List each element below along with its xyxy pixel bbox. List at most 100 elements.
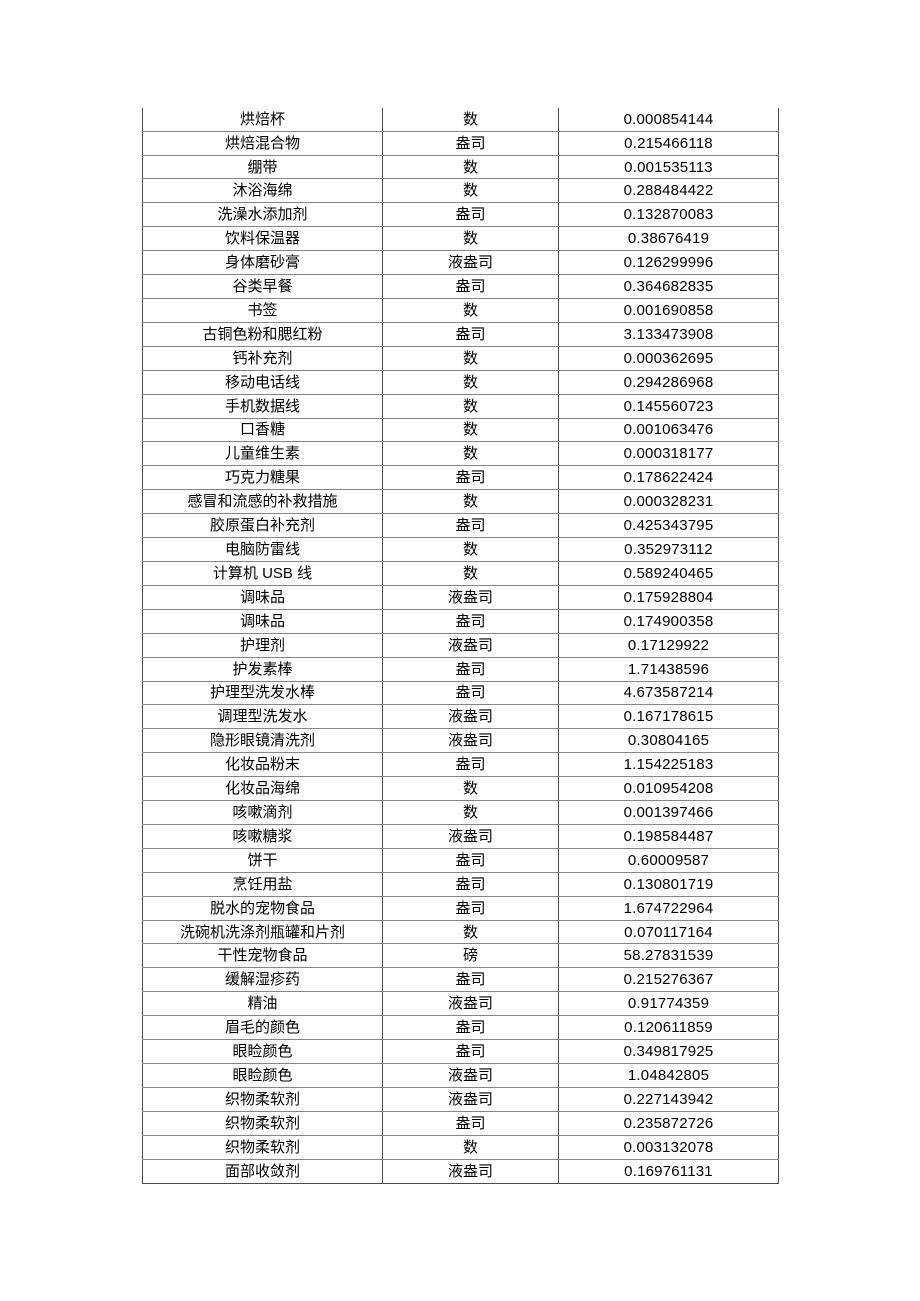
table-row: 身体磨砂膏 液盎司 0.126299996 [142,250,779,276]
table-row: 眼睑颜色 液盎司 1.04842805 [142,1063,779,1088]
unit-cell: 液盎司 [382,823,559,849]
value-cell: 0.001397466 [558,800,779,825]
value-cell: 0.000362695 [558,345,779,371]
product-name-cell: 古铜色粉和腮红粉 [142,321,383,347]
value-cell: 0.145560723 [558,393,779,419]
value-cell: 0.215466118 [558,130,779,156]
value-cell: 0.175928804 [558,584,779,610]
value-cell: 3.133473908 [558,321,779,347]
product-name-cell: 调理型洗发水 [142,704,383,730]
value-cell: 0.126299996 [558,250,779,276]
unit-cell: 液盎司 [382,704,559,730]
table-row: 洗碗机洗涤剂瓶罐和片剂 数 0.070117164 [142,919,779,945]
product-name-cell: 咳嗽滴剂 [142,800,383,825]
product-name-cell: 面部收敛剂 [142,1158,383,1185]
unit-cell: 数 [382,537,559,562]
value-cell: 0.001690858 [558,298,779,323]
product-name-cell: 护理型洗发水棒 [142,680,383,706]
product-name-cell: 眼睑颜色 [142,1063,383,1088]
table-row: 干性宠物食品 磅 58.27831539 [142,943,779,969]
unit-cell: 盎司 [382,1039,559,1064]
value-cell: 0.60009587 [558,847,779,873]
unit-cell: 数 [382,1134,559,1160]
product-name-cell: 绷带 [142,154,383,180]
table-row: 调味品 液盎司 0.175928804 [142,584,779,610]
table-row: 手机数据线 数 0.145560723 [142,393,779,419]
product-name-cell: 感冒和流感的补救措施 [142,489,383,515]
unit-cell: 液盎司 [382,991,559,1017]
unit-cell: 数 [382,345,559,371]
table-row: 咳嗽糖浆 液盎司 0.198584487 [142,823,779,849]
value-cell: 0.120611859 [558,1015,779,1041]
unit-cell: 盎司 [382,656,559,682]
value-cell: 0.001535113 [558,154,779,180]
table-row: 移动电话线 数 0.294286968 [142,369,779,395]
unit-cell: 数 [382,154,559,180]
product-name-cell: 饼干 [142,847,383,873]
table-row: 口香糖 数 0.001063476 [142,417,779,443]
table-row: 钙补充剂 数 0.000362695 [142,345,779,371]
table-row: 咳嗽滴剂 数 0.001397466 [142,800,779,825]
unit-cell: 液盎司 [382,1063,559,1088]
table-row: 书签 数 0.001690858 [142,298,779,323]
product-name-cell: 脱水的宠物食品 [142,895,383,921]
unit-cell: 盎司 [382,967,559,993]
unit-cell: 数 [382,108,559,132]
unit-cell: 数 [382,919,559,945]
product-name-cell: 身体磨砂膏 [142,250,383,276]
product-name-cell: 计算机 USB 线 [142,560,383,586]
product-name-cell: 咳嗽糖浆 [142,823,383,849]
table-row: 饼干 盎司 0.60009587 [142,847,779,873]
value-cell: 0.288484422 [558,178,779,204]
unit-cell: 数 [382,178,559,204]
product-name-cell: 烘焙混合物 [142,130,383,156]
unit-cell: 数 [382,298,559,323]
unit-cell: 数 [382,369,559,395]
unit-cell: 数 [382,393,559,419]
value-cell: 0.425343795 [558,513,779,539]
value-cell: 0.352973112 [558,537,779,562]
value-cell: 0.174900358 [558,608,779,634]
product-name-cell: 谷类早餐 [142,274,383,299]
unit-cell: 盎司 [382,680,559,706]
unit-cell: 数 [382,776,559,802]
unit-cell: 液盎司 [382,728,559,754]
product-name-cell: 烹饪用盐 [142,871,383,897]
table-row: 织物柔软剂 数 0.003132078 [142,1134,779,1160]
product-name-cell: 护发素棒 [142,656,383,682]
table-row: 护发素棒 盎司 1.71438596 [142,656,779,682]
table-row: 绷带 数 0.001535113 [142,154,779,180]
value-cell: 0.000328231 [558,489,779,515]
product-unit-value-table: 烘焙杯 数 0.000854144 烘焙混合物 盎司 0.215466118 绷… [142,108,779,1185]
unit-cell: 盎司 [382,202,559,228]
product-name-cell: 饮料保温器 [142,226,383,252]
table-row: 电脑防雷线 数 0.352973112 [142,537,779,562]
product-name-cell: 洗澡水添加剂 [142,202,383,228]
unit-cell: 数 [382,800,559,825]
value-cell: 58.27831539 [558,943,779,969]
product-name-cell: 调味品 [142,608,383,634]
value-cell: 0.227143942 [558,1086,779,1112]
value-cell: 1.154225183 [558,752,779,778]
table-row: 烹饪用盐 盎司 0.130801719 [142,871,779,897]
table-row: 织物柔软剂 盎司 0.235872726 [142,1110,779,1136]
product-name-cell: 沐浴海绵 [142,178,383,204]
value-cell: 0.070117164 [558,919,779,945]
table-row: 面部收敛剂 液盎司 0.169761131 [142,1158,779,1185]
table-row: 古铜色粉和腮红粉 盎司 3.133473908 [142,321,779,347]
table-row: 饮料保温器 数 0.38676419 [142,226,779,252]
table-row: 护理型洗发水棒 盎司 4.673587214 [142,680,779,706]
value-cell: 0.198584487 [558,823,779,849]
unit-cell: 数 [382,441,559,467]
unit-cell: 盎司 [382,274,559,299]
unit-cell: 盎司 [382,608,559,634]
product-name-cell: 儿童维生素 [142,441,383,467]
table-row: 烘焙混合物 盎司 0.215466118 [142,130,779,156]
table-row: 眉毛的颜色 盎司 0.120611859 [142,1015,779,1041]
value-cell: 0.132870083 [558,202,779,228]
unit-cell: 液盎司 [382,632,559,658]
product-name-cell: 手机数据线 [142,393,383,419]
product-name-cell: 织物柔软剂 [142,1110,383,1136]
table-row: 隐形眼镜清洗剂 液盎司 0.30804165 [142,728,779,754]
value-cell: 0.38676419 [558,226,779,252]
